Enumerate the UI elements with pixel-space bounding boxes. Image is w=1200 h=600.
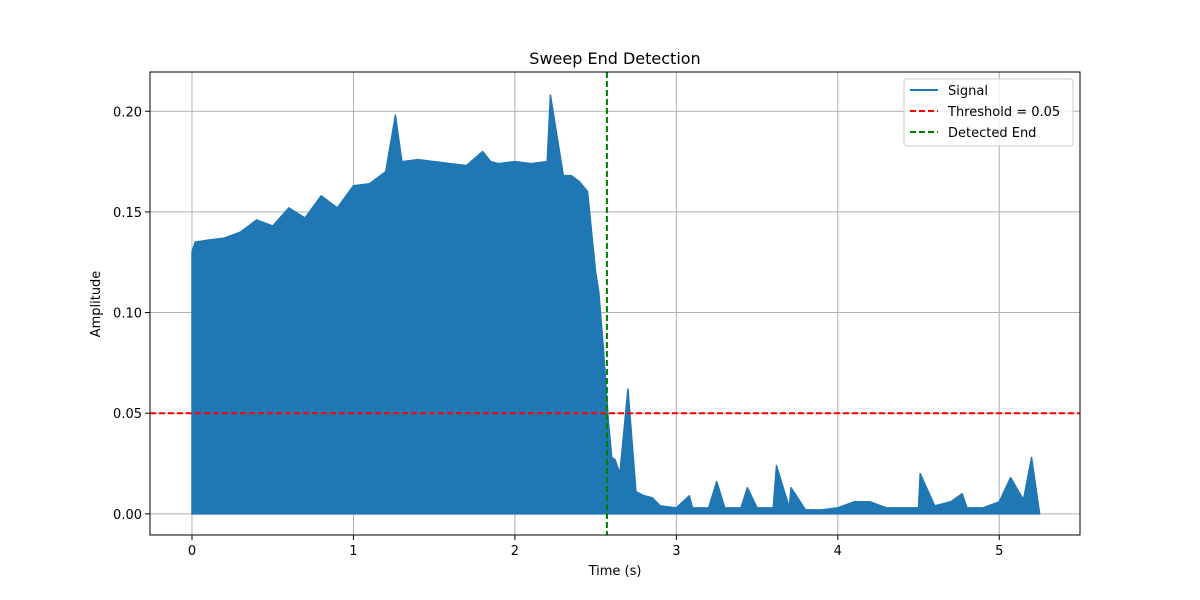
legend-label-signal: Signal — [948, 84, 988, 99]
data-layer — [150, 72, 1080, 535]
y-tick-label: 0.00 — [113, 508, 142, 523]
y-tick-label: 0.15 — [113, 206, 142, 221]
legend-label-detected-end: Detected End — [948, 126, 1036, 141]
x-tick-label: 0 — [188, 544, 196, 559]
plot-frame — [149, 71, 1081, 536]
y-axis-ticks: 0.00 0.05 0.10 0.15 0.20 — [113, 105, 150, 523]
y-tick-label: 0.10 — [113, 307, 142, 322]
x-tick-label: 4 — [834, 544, 842, 559]
x-axis-ticks: 0 1 2 3 4 5 — [188, 535, 1003, 559]
x-axis-label: Time (s) — [588, 564, 642, 579]
signal-series — [191, 94, 1041, 515]
legend-box — [903, 78, 1074, 147]
legend-label-threshold: Threshold = 0.05 — [947, 105, 1060, 120]
x-tick-label: 3 — [672, 544, 680, 559]
x-tick-label: 1 — [349, 544, 357, 559]
chart-title: Sweep End Detection — [529, 49, 700, 68]
y-axis-label: Amplitude — [89, 271, 104, 338]
x-tick-label: 5 — [995, 544, 1003, 559]
legend: Signal Threshold = 0.05 Detected End — [903, 78, 1074, 147]
x-tick-label: 2 — [511, 544, 519, 559]
y-tick-label: 0.05 — [113, 407, 142, 422]
y-tick-label: 0.20 — [113, 105, 142, 120]
